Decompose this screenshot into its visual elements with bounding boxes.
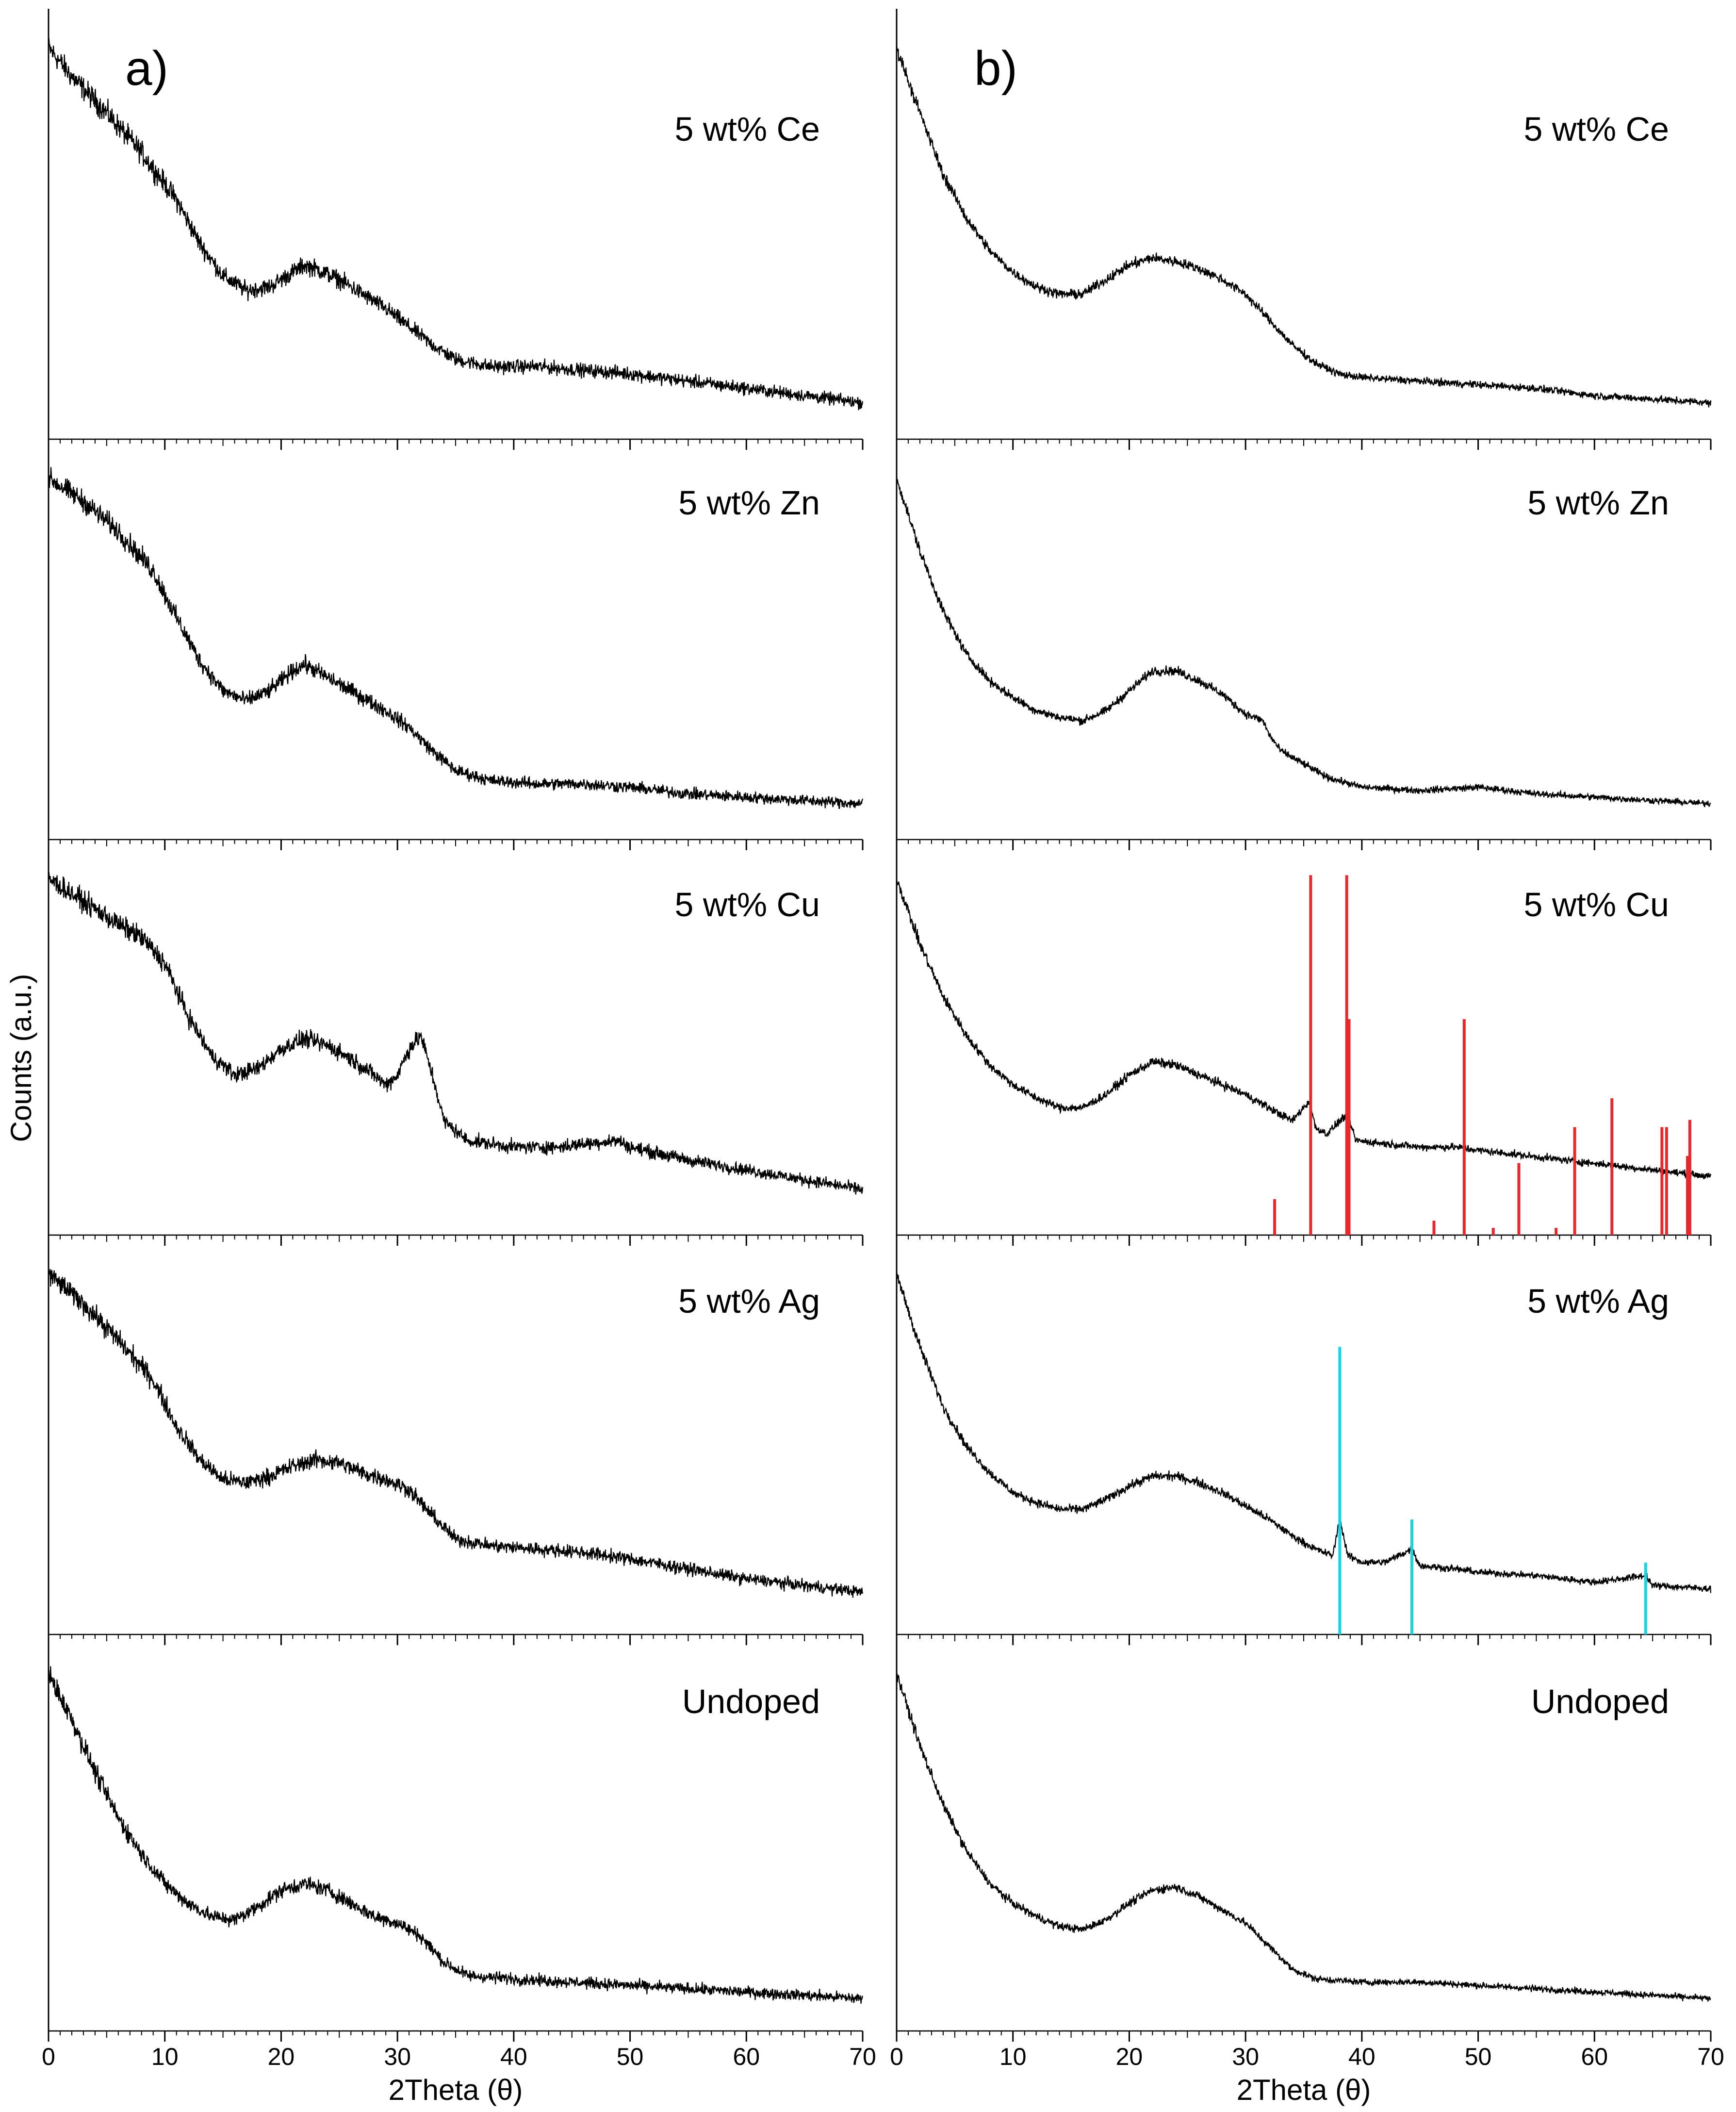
xrd-curve-b-5-wt-ag xyxy=(896,1268,1712,1593)
x-ticks xyxy=(896,1235,1712,1246)
x-tick-labels: 0 10 20 30 40 50 60 70 xyxy=(42,2043,876,2070)
xrd-curve-a-5-wt-ag xyxy=(48,1269,864,1598)
sample-label: 5 wt% Ce xyxy=(674,110,820,148)
sample-label: 5 wt% Cu xyxy=(1523,886,1669,924)
panel-a: a) 5 wt% Ce 5 wt% Zn 5 wt% Cu 5 wt% Ag Undope… xyxy=(42,9,876,2106)
x-ticks xyxy=(48,2031,864,2042)
xrd-curve-a-undoped xyxy=(48,1666,864,2004)
x-ticks xyxy=(896,439,1712,450)
x-tick-label: 40 xyxy=(500,2043,527,2070)
panel-label-b: b) xyxy=(974,41,1017,96)
x-tick-label: 40 xyxy=(1348,2043,1376,2070)
x-ticks xyxy=(896,1634,1712,1645)
xrd-curve-b-5-wt-ce xyxy=(896,44,1712,408)
sample-label: 5 wt% Ag xyxy=(1527,1282,1669,1320)
xrd-curve-b-5-wt-cu xyxy=(896,879,1712,1179)
cu-reference-lines xyxy=(1273,875,1691,1235)
x-ticks xyxy=(48,439,864,450)
sample-label: 5 wt% Zn xyxy=(1527,484,1669,522)
sample-label: 5 wt% Zn xyxy=(678,484,820,522)
ag-reference-lines xyxy=(1338,1347,1647,1634)
x-ticks xyxy=(896,840,1712,850)
x-tick-labels: 0 10 20 30 40 50 60 70 xyxy=(890,2043,1724,2070)
x-tick-label: 70 xyxy=(1697,2043,1724,2070)
sample-label: Undoped xyxy=(682,1683,820,1720)
panel-label-a: a) xyxy=(125,41,168,96)
x-tick-label: 10 xyxy=(151,2043,179,2070)
x-tick-label: 20 xyxy=(1116,2043,1143,2070)
x-tick-label: 60 xyxy=(733,2043,760,2070)
x-ticks xyxy=(48,840,864,850)
x-tick-label: 50 xyxy=(1465,2043,1492,2070)
x-tick-label: 70 xyxy=(849,2043,876,2070)
x-ticks xyxy=(48,1235,864,1246)
y-axis-label: Counts (a.u.) xyxy=(5,974,37,1142)
sample-label: 5 wt% Ag xyxy=(678,1282,820,1320)
x-tick-label: 50 xyxy=(617,2043,644,2070)
x-axis-label: 2Theta (θ) xyxy=(389,2074,523,2106)
x-axis-label: 2Theta (θ) xyxy=(1237,2074,1371,2106)
x-tick-label: 30 xyxy=(384,2043,411,2070)
xrd-curve-a-5-wt-ce xyxy=(48,38,864,411)
sample-label: 5 wt% Ce xyxy=(1523,110,1669,148)
panel-b: b) 5 wt% Ce 5 wt% Zn 5 wt% Cu 5 wt% Ag Undope… xyxy=(890,9,1724,2106)
x-tick-label: 30 xyxy=(1232,2043,1259,2070)
x-tick-label: 0 xyxy=(890,2043,903,2070)
x-ticks xyxy=(48,1634,864,1645)
x-ticks xyxy=(896,2031,1712,2042)
xrd-curve-b-5-wt-zn xyxy=(896,473,1711,808)
sample-label: 5 wt% Cu xyxy=(674,886,820,924)
xrd-curve-a-5-wt-cu xyxy=(48,872,864,1195)
x-tick-label: 10 xyxy=(999,2043,1027,2070)
xrd-curve-a-5-wt-zn xyxy=(48,467,864,809)
x-tick-label: 60 xyxy=(1581,2043,1608,2070)
x-tick-label: 0 xyxy=(42,2043,55,2070)
sample-label: Undoped xyxy=(1531,1683,1669,1720)
xrd-curve-b-undoped xyxy=(896,1673,1711,2002)
x-tick-label: 20 xyxy=(268,2043,295,2070)
